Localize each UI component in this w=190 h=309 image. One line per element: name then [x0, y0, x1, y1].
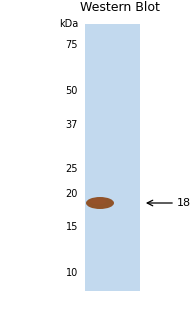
Text: Western Blot: Western Blot [80, 1, 160, 14]
Text: 37: 37 [66, 120, 78, 129]
Text: 15: 15 [66, 222, 78, 232]
Ellipse shape [90, 198, 106, 205]
Text: 75: 75 [66, 40, 78, 50]
Text: 50: 50 [66, 86, 78, 95]
Text: 25: 25 [66, 164, 78, 174]
Text: 18kDa: 18kDa [177, 198, 190, 208]
Text: 20: 20 [66, 189, 78, 199]
Text: kDa: kDa [59, 19, 78, 29]
Ellipse shape [86, 197, 114, 209]
Bar [85, 24, 140, 291]
Text: 10: 10 [66, 268, 78, 277]
